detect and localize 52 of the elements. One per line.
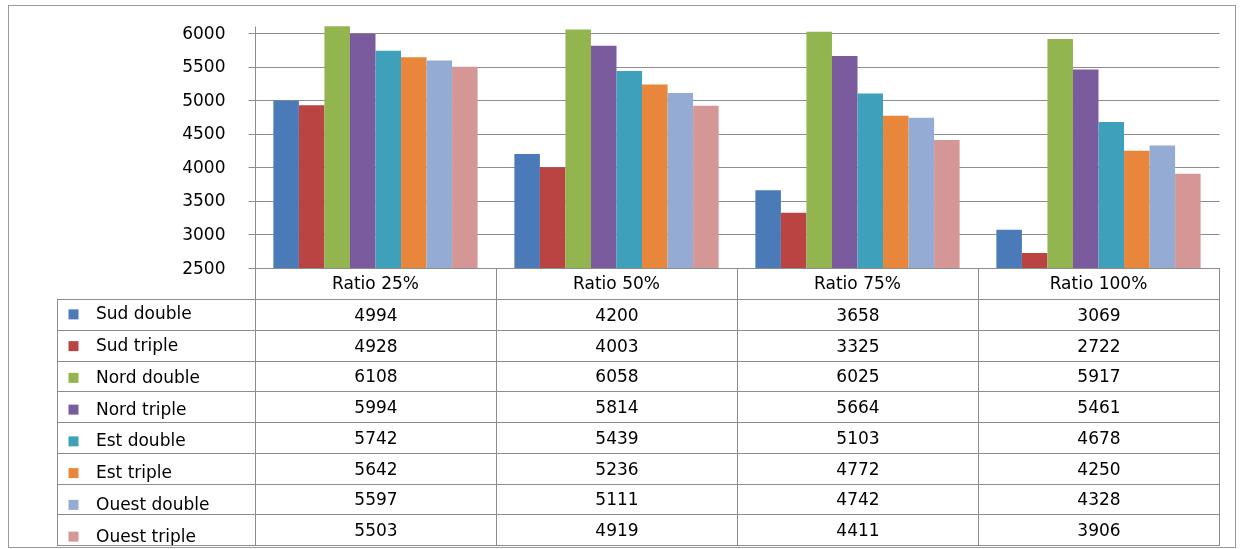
data-label: 4250 <box>978 453 1220 484</box>
data-label: 4994 <box>255 299 497 331</box>
data-label: 6058 <box>496 361 738 392</box>
data-label: 6025 <box>737 361 979 392</box>
data-label: 3658 <box>737 299 979 331</box>
data-label: 5994 <box>255 391 497 423</box>
data-label: 3906 <box>978 514 1220 546</box>
data-label: 5111 <box>496 484 738 515</box>
data-label: 4742 <box>737 484 979 515</box>
data-label: 4200 <box>496 299 738 331</box>
legend-label: Est double <box>96 430 186 451</box>
y-tick-label: 4500 <box>182 123 226 144</box>
data-label: 6108 <box>255 361 497 392</box>
data-label: 5439 <box>496 422 738 454</box>
data-label: 4772 <box>737 453 979 484</box>
data-label: 5917 <box>978 361 1220 392</box>
data-label: 5236 <box>496 453 738 484</box>
data-label: 4678 <box>978 422 1220 454</box>
x-tick-label: Ratio 75% <box>814 272 901 293</box>
data-label: 5814 <box>496 391 738 423</box>
y-tick-label: 3500 <box>182 190 226 211</box>
legend-label: Nord triple <box>96 398 187 419</box>
y-tick-label: 6000 <box>182 22 226 43</box>
data-label: 4003 <box>496 330 738 361</box>
legend-label: Ouest triple <box>96 525 196 546</box>
data-label: 3325 <box>737 330 979 361</box>
legend-label: Nord double <box>96 366 200 387</box>
data-label: 5642 <box>255 453 497 484</box>
data-label: 5742 <box>255 422 497 454</box>
data-label: 5597 <box>255 484 497 515</box>
y-tick-label: 5500 <box>182 56 226 77</box>
data-label: 3069 <box>978 299 1220 331</box>
data-label: 5664 <box>737 391 979 423</box>
x-tick-label: Ratio 100% <box>1049 272 1148 293</box>
data-label: 5461 <box>978 391 1220 423</box>
legend-label: Ouest double <box>96 493 210 514</box>
data-label: 5103 <box>737 422 979 454</box>
legend-label: Sud double <box>96 303 192 324</box>
y-tick-label: 3000 <box>182 223 226 244</box>
y-tick-label: 4000 <box>182 156 226 177</box>
legend-label: Est triple <box>96 462 173 483</box>
x-tick-label: Ratio 50% <box>573 272 660 293</box>
x-tick-label: Ratio 25% <box>332 272 419 293</box>
data-label: 5503 <box>255 514 497 546</box>
data-label: 4328 <box>978 484 1220 515</box>
y-tick-label: 5000 <box>182 89 226 110</box>
y-tick-label: 2500 <box>182 257 226 278</box>
data-label: 4411 <box>737 514 979 546</box>
data-label: 2722 <box>978 330 1220 361</box>
data-label: 4919 <box>496 514 738 546</box>
legend-label: Sud triple <box>96 335 179 356</box>
data-label: 4928 <box>255 330 497 361</box>
